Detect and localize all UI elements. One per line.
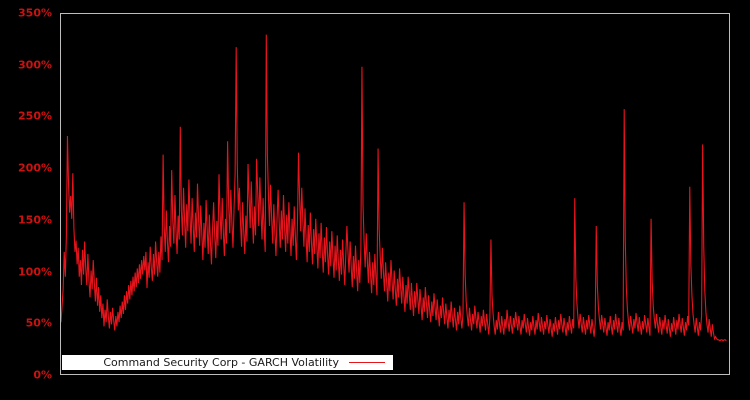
legend-line-sample-icon xyxy=(349,362,385,363)
y-axis-tick-label: 200% xyxy=(18,161,52,175)
series-line xyxy=(61,34,727,342)
legend-label: Command Security Corp - GARCH Volatility xyxy=(103,356,339,369)
volatility-series xyxy=(61,34,727,342)
y-axis-tick-label: 100% xyxy=(18,265,52,279)
y-axis-tick-label: 50% xyxy=(25,316,52,330)
legend[interactable]: Command Security Corp - GARCH Volatility xyxy=(62,355,393,370)
y-axis: 0% 50% 100% 150% 200% 250% 300% 350% xyxy=(0,0,52,400)
y-axis-tick-label: 300% xyxy=(18,58,52,72)
plot-area xyxy=(60,13,730,375)
y-axis-tick-label: 250% xyxy=(18,109,52,123)
y-axis-tick-label: 350% xyxy=(18,6,52,20)
y-axis-tick-label: 150% xyxy=(18,213,52,227)
y-axis-tick-label: 0% xyxy=(33,368,52,382)
